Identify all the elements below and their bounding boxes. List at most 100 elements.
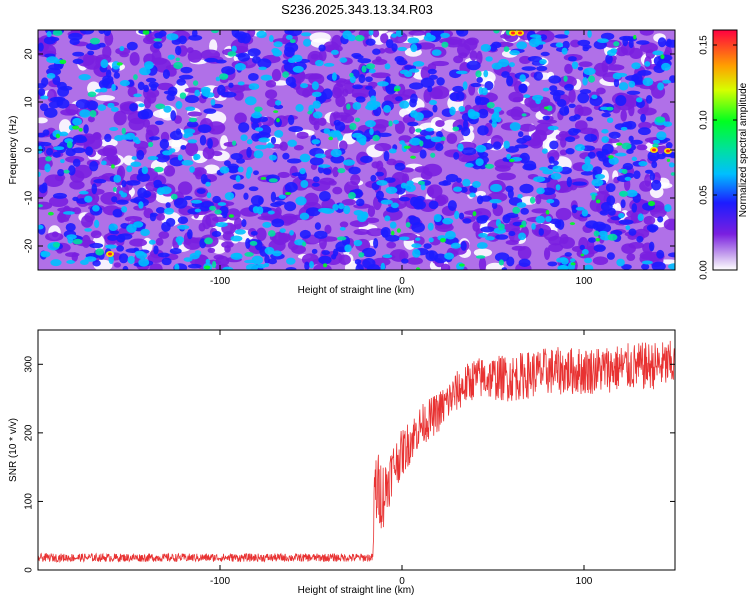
heat-spot xyxy=(116,245,124,252)
heat-spot xyxy=(384,63,391,70)
heat-spot xyxy=(564,30,570,36)
x-tick-label: 100 xyxy=(576,576,593,587)
heat-spot xyxy=(349,72,354,78)
heat-spot xyxy=(307,110,313,115)
heat-spot xyxy=(180,145,187,150)
heat-spot xyxy=(664,204,672,212)
heat-spot xyxy=(618,219,634,225)
heat-spot xyxy=(478,86,484,95)
heat-spot xyxy=(413,112,424,121)
heat-spot xyxy=(318,255,332,265)
heat-spot xyxy=(478,232,488,238)
heat-spot xyxy=(203,164,220,175)
heat-spot xyxy=(565,136,576,143)
heat-spot xyxy=(389,148,397,154)
heat-spot xyxy=(87,116,95,123)
heat-spot xyxy=(484,236,495,241)
heat-spot xyxy=(274,129,284,138)
heat-spot xyxy=(184,95,200,104)
heat-spot xyxy=(519,152,530,164)
heat-spot xyxy=(608,156,619,165)
heat-spot xyxy=(129,51,140,66)
heat-spot xyxy=(211,30,219,34)
heat-spot xyxy=(46,56,59,64)
heat-spot xyxy=(334,121,346,132)
heat-spot xyxy=(131,156,137,160)
heat-spot xyxy=(365,85,373,90)
heat-spot xyxy=(279,141,288,152)
heat-spot xyxy=(254,127,264,132)
heat-spot xyxy=(420,66,431,81)
heat-spot xyxy=(508,62,515,68)
heat-spot xyxy=(605,64,625,71)
heat-spot xyxy=(166,33,179,41)
heat-spot xyxy=(198,222,206,232)
heat-spot xyxy=(586,116,594,122)
heat-spot xyxy=(600,32,615,41)
heat-spot xyxy=(519,55,532,65)
heat-spot xyxy=(555,42,564,48)
x-tick-label: -100 xyxy=(210,276,230,287)
heat-spot xyxy=(148,81,159,88)
heat-spot xyxy=(542,115,550,121)
heat-spot xyxy=(45,147,54,156)
heat-spot xyxy=(516,137,528,144)
heat-spot xyxy=(85,146,94,156)
heat-spot xyxy=(121,127,126,135)
heat-spot xyxy=(371,72,391,79)
heat-spot xyxy=(338,140,348,151)
y-tick-label: 200 xyxy=(24,424,35,441)
heat-spot xyxy=(301,241,307,247)
heat-spot xyxy=(552,90,561,102)
heat-spot xyxy=(328,180,337,186)
heat-spot xyxy=(154,32,164,39)
heat-spot xyxy=(633,170,641,180)
heat-spot xyxy=(435,143,444,152)
heat-spot xyxy=(215,59,227,64)
heat-spot xyxy=(372,257,391,267)
heat-spot xyxy=(411,243,422,248)
heat-spot xyxy=(637,69,652,76)
heat-spot xyxy=(249,240,258,246)
heat-spot xyxy=(68,124,74,131)
heat-spot xyxy=(338,203,345,210)
heat-spot xyxy=(568,103,576,108)
heat-spot xyxy=(154,120,164,125)
heat-spot xyxy=(385,186,398,195)
heat-spot xyxy=(346,103,351,110)
heat-spot xyxy=(591,178,604,187)
heat-spot xyxy=(38,204,44,208)
heat-spot xyxy=(394,120,405,135)
y-tick-label: 0 xyxy=(24,147,35,153)
heat-spot xyxy=(459,186,468,193)
heat-spot xyxy=(428,99,438,106)
heat-spot xyxy=(536,187,545,195)
heat-spot xyxy=(318,44,326,52)
heat-spot xyxy=(529,196,536,204)
heat-spot xyxy=(601,129,609,134)
heat-spot xyxy=(177,154,183,161)
heat-spot xyxy=(155,153,170,163)
heat-spot xyxy=(151,57,167,65)
heat-spot xyxy=(87,91,97,98)
heat-spot xyxy=(666,158,671,162)
heat-spot xyxy=(175,45,182,56)
heat-spot xyxy=(591,94,598,99)
heat-spot xyxy=(52,242,60,248)
heat-spot xyxy=(162,69,171,79)
heat-spot xyxy=(383,150,390,162)
heat-spot xyxy=(668,263,675,270)
heat-spot xyxy=(289,165,298,179)
heat-spot xyxy=(431,49,442,56)
heat-spot xyxy=(143,84,150,93)
heat-spot xyxy=(628,80,636,88)
heat-spot xyxy=(103,30,112,37)
heat-spot xyxy=(362,257,376,269)
heat-spot xyxy=(302,88,311,98)
heat-spot xyxy=(293,144,304,151)
heat-spot xyxy=(371,58,388,65)
heat-spot xyxy=(550,173,562,180)
heat-spot xyxy=(394,162,406,171)
heat-spot xyxy=(107,234,119,241)
heat-spot xyxy=(276,117,280,123)
